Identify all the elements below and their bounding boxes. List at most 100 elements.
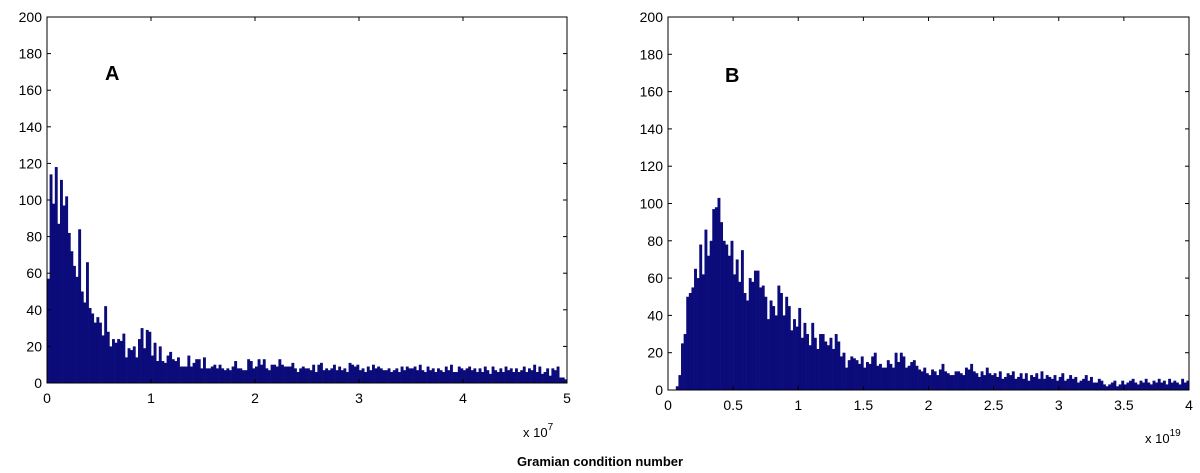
histogram-bar (1108, 384, 1112, 390)
histogram-bar (257, 359, 261, 383)
histogram-bar (985, 367, 989, 390)
histogram-bar (398, 372, 401, 383)
histogram-bar (957, 371, 961, 390)
histogram-bar (813, 337, 817, 390)
y-tick-label: 20 (647, 345, 663, 361)
histogram-bar (294, 368, 297, 383)
histogram-panel-a: 0 1 2 3 4 5 0 20 40 60 80 100 120 140 160 180 200 A x 10… (19, 9, 571, 440)
histogram-bar (915, 365, 919, 390)
histogram-bar (200, 368, 204, 383)
histogram-bar (743, 293, 747, 390)
histogram-bar (964, 367, 968, 390)
histogram-bar (1126, 382, 1130, 390)
histogram-bar (834, 334, 838, 390)
histogram-bar (101, 335, 105, 383)
histogram-bar (1066, 378, 1070, 390)
histogram-bar (884, 367, 888, 390)
histogram-bar (260, 364, 264, 383)
histogram-bar (897, 362, 901, 390)
histogram-bar (826, 345, 830, 390)
histogram-bar (1048, 376, 1052, 390)
histogram-bar (418, 364, 422, 383)
histogram-bar (554, 370, 557, 383)
histogram-bar (509, 368, 513, 383)
histogram-bar (543, 372, 547, 383)
histogram-bar (210, 366, 214, 383)
histogram-bar (346, 372, 349, 383)
axes-frame-a (46, 16, 568, 384)
histogram-bars-a (47, 167, 568, 383)
histogram-bar (333, 364, 336, 383)
histogram-bar (678, 375, 682, 390)
histogram-bar (967, 369, 971, 390)
histogram-bar (195, 359, 199, 383)
histogram-bar (236, 368, 240, 383)
histogram-bar (748, 278, 752, 390)
histogram-bar (208, 368, 212, 383)
histogram-bar (158, 346, 162, 383)
histogram-bar (1149, 384, 1153, 390)
histogram-bar (1074, 376, 1078, 390)
y-tick-label: 100 (19, 192, 43, 208)
histogram-bar (1079, 380, 1083, 390)
histogram-bar (75, 276, 79, 383)
y-tick-label: 80 (26, 229, 42, 245)
histogram-bar (340, 370, 344, 383)
histogram-bar (353, 366, 357, 383)
histogram-bar (54, 167, 58, 383)
histogram-bar (62, 205, 66, 383)
histogram-bar (727, 255, 731, 390)
histogram-bar (1032, 376, 1036, 390)
histogram-bar (476, 372, 479, 383)
histogram-bar (530, 370, 534, 383)
histogram-bar (1043, 378, 1047, 390)
histogram-bar (265, 368, 269, 383)
histogram-bar (457, 366, 461, 383)
histogram-bar (171, 359, 175, 383)
histogram-bar (730, 240, 734, 390)
histogram-bar (759, 287, 763, 390)
histogram-bar (450, 364, 453, 383)
histogram-bar (681, 343, 684, 391)
x-tick-label: 2 (251, 390, 259, 406)
histogram-bar (1155, 382, 1159, 390)
x-tick-label: 4 (459, 390, 467, 406)
histogram-bar (468, 366, 472, 383)
histogram-bar (1160, 382, 1164, 390)
histogram-bar (314, 372, 318, 383)
x-tick-label: 3 (1055, 397, 1063, 413)
histogram-bar (117, 339, 121, 383)
histogram-bar (374, 368, 378, 383)
histogram-bar (714, 207, 718, 390)
histogram-bar (273, 364, 277, 383)
histogram-bar (1152, 380, 1156, 390)
histogram-bar (1157, 378, 1161, 390)
histogram-bar (182, 366, 186, 383)
histogram-bar (119, 340, 123, 383)
histogram-bar (1024, 373, 1028, 390)
histogram-bar (504, 366, 508, 383)
histogram-bar (156, 361, 160, 383)
histogram-bar (1142, 382, 1146, 390)
histogram-bar (975, 373, 979, 390)
histogram-bar (390, 372, 394, 383)
histogram-bar (242, 370, 245, 383)
histogram-bar (905, 367, 908, 390)
histogram-bar (954, 371, 958, 390)
histogram-bar (1006, 373, 1010, 390)
histogram-bar (876, 365, 880, 390)
histogram-bar (837, 341, 841, 390)
histogram-bar (725, 244, 729, 390)
histogram-bar (564, 379, 568, 383)
y-tick-label: 80 (647, 233, 663, 249)
histogram-bar (299, 368, 303, 383)
histogram-bar (463, 370, 466, 383)
histogram-bar (234, 361, 238, 383)
histogram-bar (437, 368, 440, 383)
histogram-bar (130, 350, 134, 383)
histogram-bar (1110, 382, 1114, 390)
histogram-bar (486, 370, 490, 383)
histogram-bar (483, 366, 487, 383)
histogram-bar (795, 326, 799, 390)
histogram-bar (351, 364, 355, 383)
